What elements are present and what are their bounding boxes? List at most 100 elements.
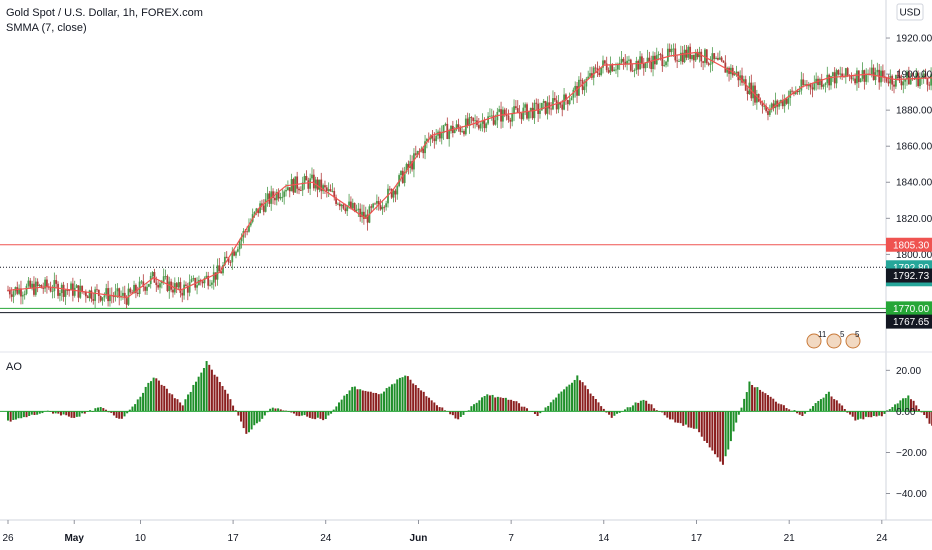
ao-bar	[36, 411, 39, 415]
ao-bar	[499, 397, 502, 412]
ao-bar	[224, 389, 227, 412]
candle-body	[166, 276, 169, 292]
last-price-value: 1792.80	[893, 263, 930, 274]
ao-bar	[751, 384, 754, 412]
ao-bar	[173, 398, 176, 412]
ao-bar	[232, 405, 235, 412]
ao-bar	[642, 399, 645, 412]
time-tick-label: Jun	[410, 533, 428, 544]
chart-title: Gold Spot / U.S. Dollar, 1h, FOREX.com	[6, 7, 203, 19]
candle-body	[114, 291, 117, 298]
candle-body	[511, 113, 514, 122]
time-tick-label: 21	[784, 533, 796, 544]
candle-body	[40, 285, 43, 289]
time-tick-label: 24	[876, 533, 888, 544]
candle-body	[311, 174, 313, 179]
time-axis-layer: 26 May 10 17 24 Jun 7 14 17 21 24	[2, 520, 888, 544]
candle-body	[527, 111, 530, 119]
candle-body	[407, 163, 410, 168]
candle-body	[552, 98, 554, 110]
flag-badge-icon[interactable]	[845, 333, 861, 349]
candle-body	[811, 87, 814, 90]
candle-body	[105, 288, 108, 296]
candle-body	[681, 52, 684, 63]
ao-bar	[181, 405, 184, 412]
resistance-value: 1805.30	[893, 240, 930, 251]
candle-body	[155, 282, 158, 286]
ao-bar	[131, 406, 134, 412]
candle-body	[761, 102, 764, 107]
candle-body	[898, 75, 901, 81]
levels-layer	[0, 244, 886, 314]
candle-body	[385, 203, 388, 208]
candle-body	[924, 73, 927, 79]
ao-bar	[351, 386, 354, 412]
candle-body	[324, 185, 326, 188]
candle-body	[609, 64, 612, 73]
candle-body	[118, 288, 121, 298]
candle-body	[791, 90, 793, 92]
ao-bar	[870, 411, 873, 418]
ao-bar	[311, 411, 314, 419]
candle-body	[922, 73, 925, 77]
ao-bar	[915, 405, 918, 412]
ao-bar	[631, 405, 634, 412]
ao-bar	[20, 411, 23, 419]
candle-body	[800, 79, 803, 91]
currency-button[interactable]	[896, 3, 924, 21]
ao-bar	[825, 393, 828, 412]
candle-body	[49, 287, 52, 292]
ao-bar	[616, 411, 619, 414]
ao-bar	[168, 393, 171, 412]
candle-body	[616, 64, 619, 70]
candle-body	[893, 84, 895, 87]
ao-bar	[237, 411, 240, 416]
candle-body	[494, 120, 497, 125]
ao-bar	[835, 400, 838, 412]
ao-bar	[510, 399, 513, 412]
candle-body	[661, 54, 664, 66]
candle-body	[657, 54, 660, 56]
ao-bar	[592, 396, 595, 412]
ao-bar	[841, 405, 844, 412]
candle-body	[131, 292, 134, 294]
ao-bar	[277, 408, 280, 412]
ao-bar	[766, 395, 769, 412]
candle-body	[377, 201, 380, 206]
candle-body	[134, 284, 137, 293]
ao-bar	[788, 409, 791, 412]
ao-bar	[769, 396, 772, 412]
candle-body	[353, 202, 356, 212]
flag-badge-icon[interactable]	[806, 333, 822, 349]
candle-body	[246, 231, 249, 233]
candle-body	[520, 113, 523, 120]
candle-body	[455, 124, 458, 130]
ao-bar	[364, 390, 367, 412]
candle-body	[116, 288, 119, 292]
candle-body	[781, 100, 784, 107]
ao-bar	[165, 388, 168, 412]
candle-body	[27, 280, 30, 286]
candle-body	[876, 69, 879, 73]
candle-body	[487, 116, 489, 124]
candle-body	[881, 70, 884, 77]
ao-bar	[520, 406, 523, 412]
candle-body	[813, 83, 816, 90]
ao-bar	[830, 396, 833, 412]
badge-count-3: 5	[855, 330, 860, 339]
ao-bar	[756, 387, 759, 412]
ao-bar	[729, 411, 732, 442]
candle-body	[919, 78, 921, 87]
candle-body	[605, 63, 608, 71]
candle-body	[296, 176, 299, 189]
candle-body	[728, 67, 730, 74]
candle-body	[548, 102, 551, 109]
candle-body	[186, 285, 189, 293]
candle-body	[218, 265, 221, 272]
candle-body	[272, 191, 274, 198]
candle-body	[190, 279, 193, 282]
candle-body	[316, 179, 319, 190]
event-badges[interactable]: 11 5 5	[806, 330, 861, 349]
flag-badge-icon[interactable]	[826, 333, 842, 349]
candle-body	[683, 49, 686, 63]
